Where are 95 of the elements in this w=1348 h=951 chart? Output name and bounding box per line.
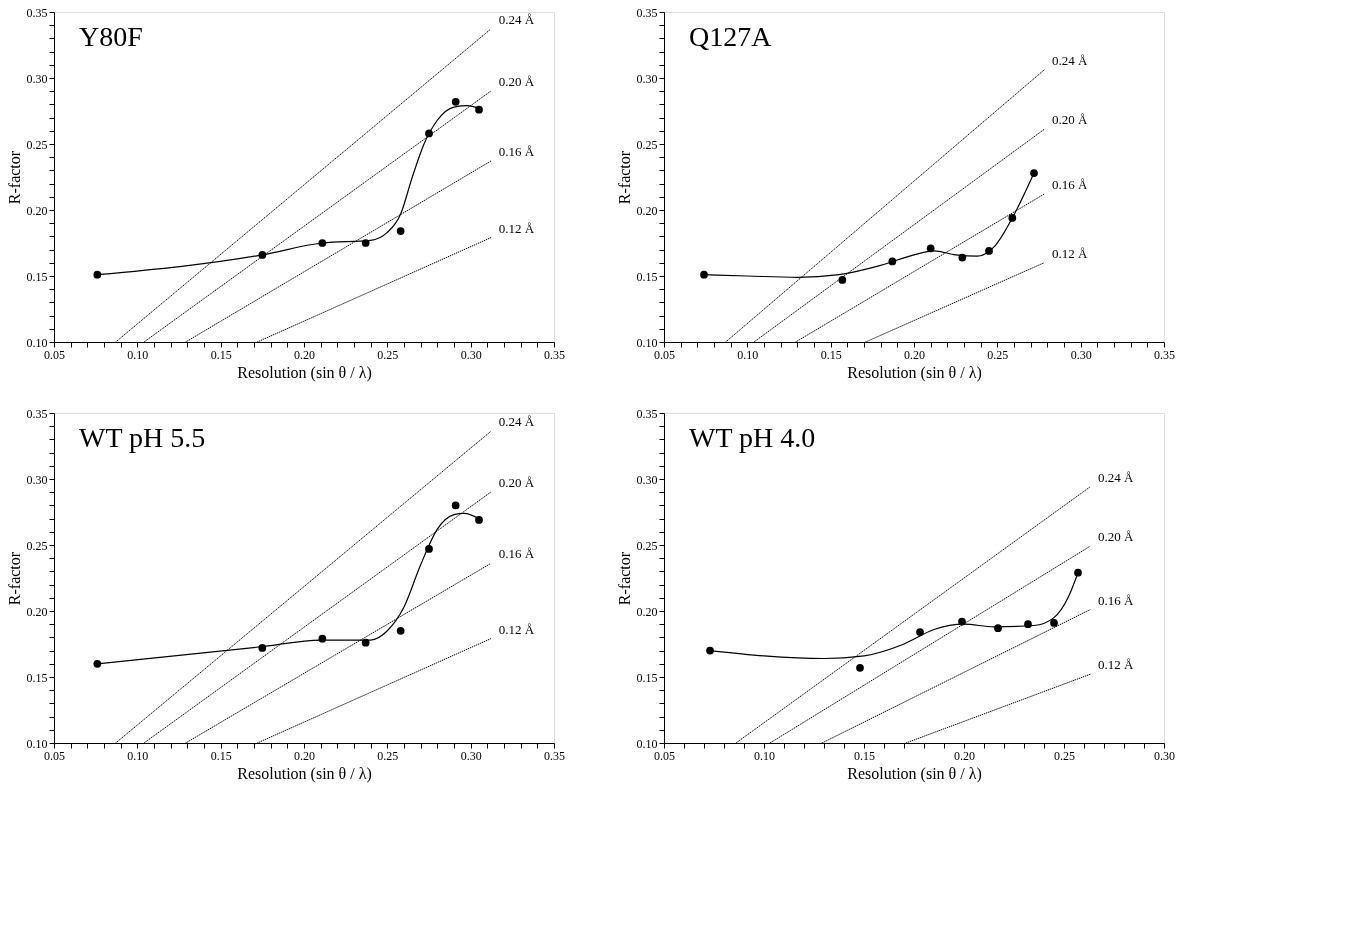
x-tick-label: 0.35 [544,748,565,763]
x-axis-title: Resolution (sin θ / λ) [847,764,982,783]
y-tick-label: 0.20 [636,604,658,619]
chart-title: Y80F [79,21,143,52]
x-tick-label: 0.15 [210,748,232,763]
point [706,646,714,655]
series-label: 0.24 Å [1098,469,1134,485]
x-tick-label: 0.30 [1154,748,1175,763]
y-tick-label: 0.10 [636,736,658,751]
x-tick-label: 0.05 [654,347,675,362]
series-label: 0.16 Å [1098,592,1134,608]
x-tick-label: 0.10 [127,347,149,362]
chart-title: WT pH 4.0 [689,422,816,453]
y-tick-label: 0.25 [26,538,48,553]
x-axis-title: Resolution (sin θ / λ) [847,363,982,382]
point [700,270,708,279]
x-tick-label: 0.25 [377,748,399,763]
y-tick-label: 0.35 [26,5,48,20]
y-tick-label: 0.10 [26,335,48,350]
point [93,659,102,668]
point [994,624,1002,633]
y-tick-label: 0.10 [26,736,48,751]
point [451,97,460,106]
point [475,516,483,524]
chart-title: Q127A [689,21,773,52]
series-label: 0.24 Å [498,12,535,28]
series-label: 0.12 Å [498,220,535,236]
x-tick-label: 0.25 [377,347,399,362]
y-tick-label: 0.15 [26,670,48,685]
x-tick-label: 0.25 [1054,748,1075,763]
y-tick-label: 0.10 [636,335,658,350]
y-tick-label: 0.15 [26,269,48,284]
y-axis-title: R-factor [615,551,633,606]
x-tick-label: 0.05 [44,347,65,362]
point [1074,568,1082,577]
x-tick-label: 0.15 [210,347,232,362]
y-axis-title: R-factor [5,551,23,606]
chart-title: WT pH 5.5 [79,422,206,453]
x-tick-label: 0.20 [904,347,925,362]
point [916,628,924,636]
series-label: 0.16 Å [1052,177,1088,193]
x-tick-label: 0.30 [1070,347,1092,362]
y-tick-label: 0.25 [636,137,658,152]
point [1030,169,1038,177]
x-axis-title: Resolution (sin θ / λ) [237,764,372,783]
x-tick-label: 0.20 [294,347,315,362]
y-tick-label: 0.20 [26,203,48,218]
x-tick-label: 0.25 [987,347,1009,362]
point [1050,619,1058,627]
x-tick-label: 0.20 [954,748,975,763]
x-tick-label: 0.15 [820,347,842,362]
x-tick-label: 0.30 [460,347,482,362]
point [856,663,864,672]
y-tick-label: 0.30 [26,472,48,487]
series-label: 0.20 Å [498,74,535,90]
series-label: 0.20 Å [1052,112,1088,128]
point [475,105,483,114]
x-tick-label: 0.05 [654,748,675,763]
series-label: 0.24 Å [498,414,535,430]
y-tick-label: 0.20 [26,604,48,619]
y-tick-label: 0.20 [636,203,658,218]
x-tick-label: 0.35 [544,347,565,362]
series-label: 0.16 Å [498,546,535,562]
y-tick-label: 0.15 [636,670,658,685]
series-label: 0.16 Å [498,144,535,160]
y-tick-label: 0.30 [26,71,48,86]
y-tick-label: 0.35 [26,406,48,421]
series-label: 0.12 Å [498,621,535,637]
x-tick-label: 0.10 [754,748,775,763]
y-axis-title: R-factor [5,150,23,205]
series-label: 0.20 Å [1098,529,1134,545]
y-tick-label: 0.30 [636,71,658,86]
point [93,270,102,279]
x-tick-label: 0.30 [460,748,482,763]
y-tick-label: 0.35 [636,406,658,421]
series-label: 0.20 Å [498,475,535,491]
x-tick-label: 0.10 [737,347,759,362]
x-tick-label: 0.10 [127,748,149,763]
point [396,227,405,235]
y-tick-label: 0.15 [636,269,658,284]
x-axis-title: Resolution (sin θ / λ) [237,363,372,382]
x-tick-label: 0.05 [44,748,65,763]
y-tick-label: 0.35 [636,5,658,20]
x-tick-label: 0.20 [294,748,315,763]
y-tick-label: 0.25 [636,538,658,553]
series-label: 0.12 Å [1052,245,1088,261]
series-label: 0.24 Å [1052,53,1088,69]
y-tick-label: 0.30 [636,472,658,487]
point [396,626,405,635]
y-axis-title: R-factor [615,150,633,205]
point [451,501,460,510]
y-tick-label: 0.25 [26,137,48,152]
x-tick-label: 0.15 [854,748,875,763]
series-label: 0.12 Å [1098,657,1134,673]
x-tick-label: 0.35 [1154,347,1175,362]
